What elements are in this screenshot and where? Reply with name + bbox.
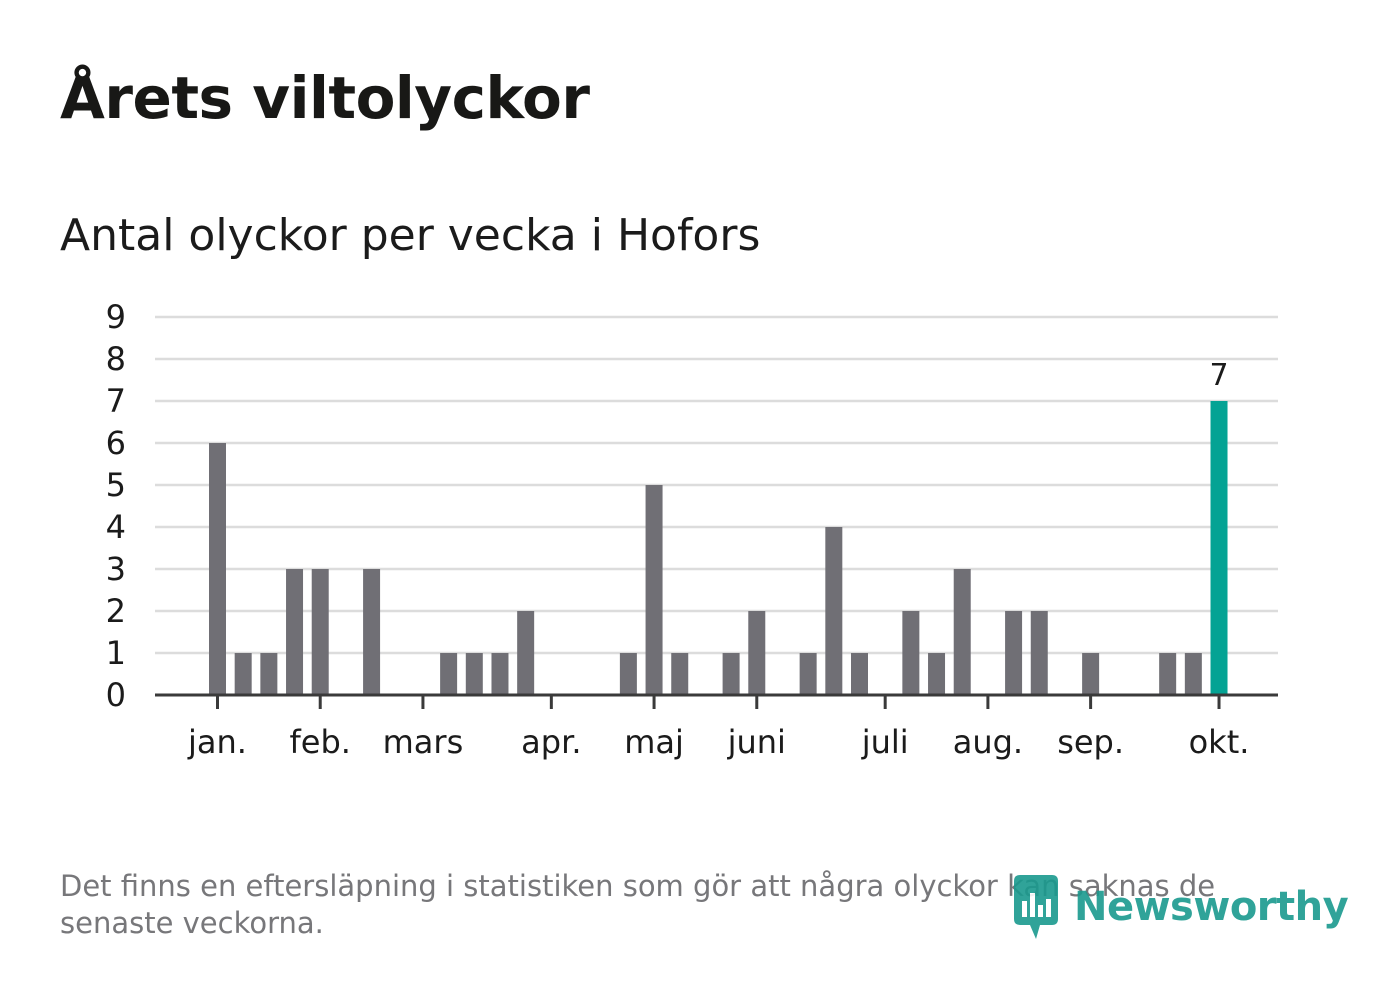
bars: 7 bbox=[209, 358, 1229, 695]
chart-title: Årets viltolyckor bbox=[60, 64, 590, 132]
brand-name: Newsworthy bbox=[1074, 884, 1349, 930]
x-tick-label: mars bbox=[383, 723, 464, 761]
bar bbox=[825, 527, 843, 695]
bar bbox=[748, 611, 766, 695]
bar bbox=[645, 485, 663, 695]
x-tick-label: maj bbox=[624, 723, 684, 761]
bar bbox=[671, 653, 689, 695]
bar bbox=[902, 611, 920, 695]
newsworthy-logo-icon bbox=[1014, 875, 1058, 939]
bar bbox=[311, 569, 329, 695]
y-tick-label: 5 bbox=[106, 466, 126, 504]
bar bbox=[851, 653, 868, 695]
gridlines bbox=[155, 315, 1278, 655]
bar bbox=[1159, 653, 1177, 695]
bar bbox=[286, 569, 304, 695]
bar bbox=[799, 653, 817, 695]
y-tick-label: 3 bbox=[106, 550, 126, 588]
bar bbox=[209, 443, 226, 695]
y-tick-label: 1 bbox=[106, 634, 126, 672]
y-tick-label: 2 bbox=[106, 592, 126, 630]
bar bbox=[928, 653, 946, 695]
x-tick-label: aug. bbox=[953, 723, 1023, 761]
bar bbox=[619, 653, 637, 695]
y-tick-label: 6 bbox=[106, 424, 126, 462]
bar bbox=[363, 569, 381, 695]
bar bbox=[1005, 611, 1023, 695]
y-axis-ticks: 0 1 2 3 4 5 6 7 8 9 bbox=[106, 298, 126, 714]
y-tick-label: 8 bbox=[106, 340, 126, 378]
bar bbox=[260, 653, 278, 695]
bar bbox=[491, 653, 509, 695]
brand-logo: Newsworthy bbox=[1010, 872, 1349, 942]
x-tick-label: apr. bbox=[521, 723, 581, 761]
y-tick-label: 9 bbox=[106, 298, 126, 336]
x-axis-ticks: jan. feb. mars apr. maj juni juli aug. sep. okt. bbox=[187, 695, 1249, 761]
x-tick-label: feb. bbox=[290, 723, 351, 761]
x-tick-label: juni bbox=[727, 723, 786, 761]
bar bbox=[953, 569, 971, 695]
bar bbox=[1184, 653, 1202, 695]
bar bbox=[722, 653, 740, 695]
bar bbox=[517, 611, 535, 695]
x-tick-label: okt. bbox=[1189, 723, 1250, 761]
x-tick-label: jan. bbox=[187, 723, 247, 761]
y-tick-label: 7 bbox=[106, 382, 126, 420]
y-tick-label: 0 bbox=[106, 676, 126, 714]
highlight-value-label: 7 bbox=[1209, 358, 1228, 393]
x-tick-label: juli bbox=[861, 723, 909, 761]
bar bbox=[234, 653, 252, 695]
bar bbox=[1082, 653, 1100, 695]
bar bbox=[465, 653, 483, 695]
bar bbox=[440, 653, 458, 695]
x-tick-label: sep. bbox=[1057, 723, 1124, 761]
highlight-bar bbox=[1210, 401, 1228, 695]
bar-chart: 0 1 2 3 4 5 6 7 8 9 7 jan. feb. mars apr. maj juni juli… bbox=[106, 298, 1278, 761]
chart-subtitle: Antal olyckor per vecka i Hofors bbox=[60, 210, 761, 261]
bar bbox=[1030, 611, 1048, 695]
y-tick-label: 4 bbox=[106, 508, 126, 546]
